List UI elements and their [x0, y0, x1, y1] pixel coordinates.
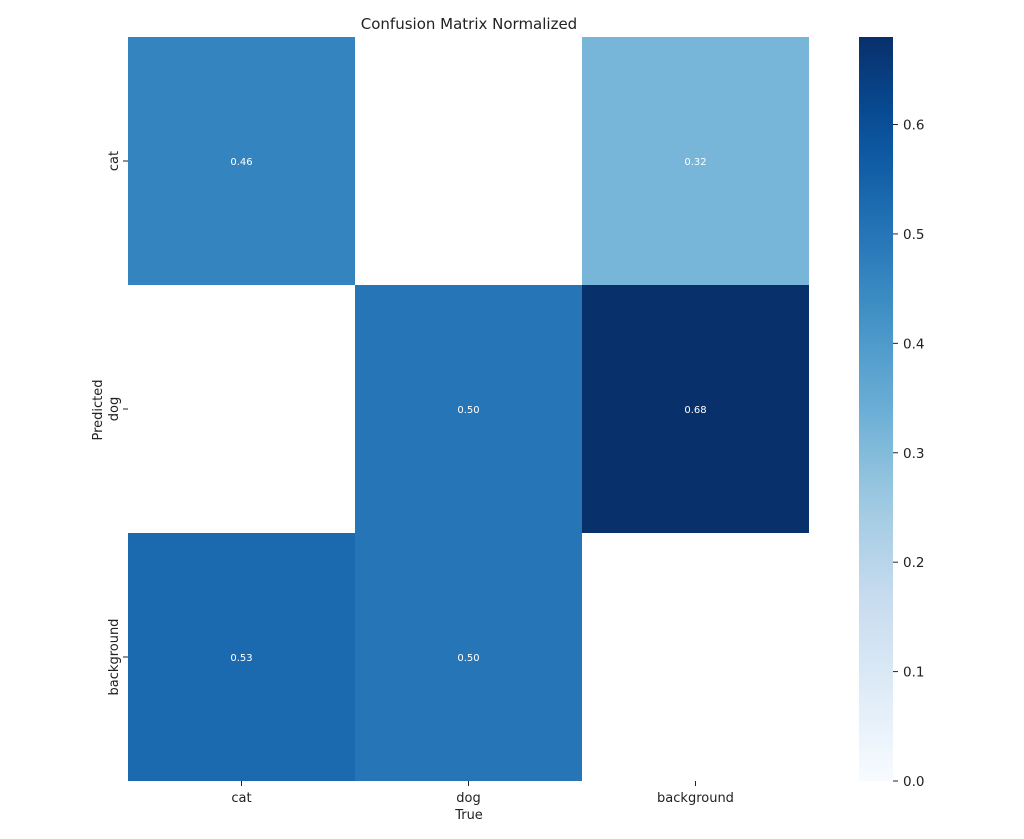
heatmap-cell [582, 37, 809, 285]
heatmap-cell [128, 533, 355, 781]
heatmap-cell [355, 285, 582, 533]
colorbar-tick-label: 0.2 [903, 555, 924, 571]
cell-value-label: 0.32 [684, 157, 706, 168]
heatmap-cells: 0.46 0.32 0.50 0.68 0.53 0.50 [128, 37, 809, 781]
colorbar-tick-label: 0.1 [903, 665, 924, 681]
x-axis-label: True [454, 808, 483, 823]
x-tick-label: dog [456, 791, 480, 806]
y-tick-label: dog [107, 397, 122, 421]
colorbar-tick-label: 0.3 [903, 446, 924, 462]
y-tick-label: background [107, 619, 122, 696]
cell-value-label: 0.50 [457, 405, 479, 416]
colorbar-tick-label: 0.6 [903, 118, 924, 134]
heatmap-cell [355, 37, 582, 285]
heatmap-cell [355, 533, 582, 781]
colorbar-tick-label: 0.5 [903, 227, 924, 243]
colorbar-tick-label: 0.4 [903, 336, 924, 352]
cell-value-label: 0.68 [684, 405, 706, 416]
y-tick-label: cat [107, 151, 122, 171]
x-tick-label: background [657, 791, 734, 806]
y-axis-ticks: cat dog background [107, 151, 128, 696]
y-axis-label: Predicted [91, 379, 106, 440]
heatmap-cell [128, 285, 355, 533]
cell-value-label: 0.50 [457, 653, 479, 664]
x-axis-ticks: cat dog background [231, 781, 734, 806]
colorbar: 0.0 0.1 0.2 0.3 0.4 0.5 0.6 [859, 37, 924, 790]
cell-value-label: 0.46 [230, 157, 252, 168]
cell-value-label: 0.53 [230, 653, 252, 664]
heatmap-cell [128, 37, 355, 285]
colorbar-tick-label: 0.0 [903, 774, 924, 790]
chart-title: Confusion Matrix Normalized [361, 15, 577, 33]
heatmap-cell [582, 533, 809, 781]
heatmap-cell [582, 285, 809, 533]
colorbar-bar [859, 37, 893, 781]
x-tick-label: cat [231, 791, 251, 806]
